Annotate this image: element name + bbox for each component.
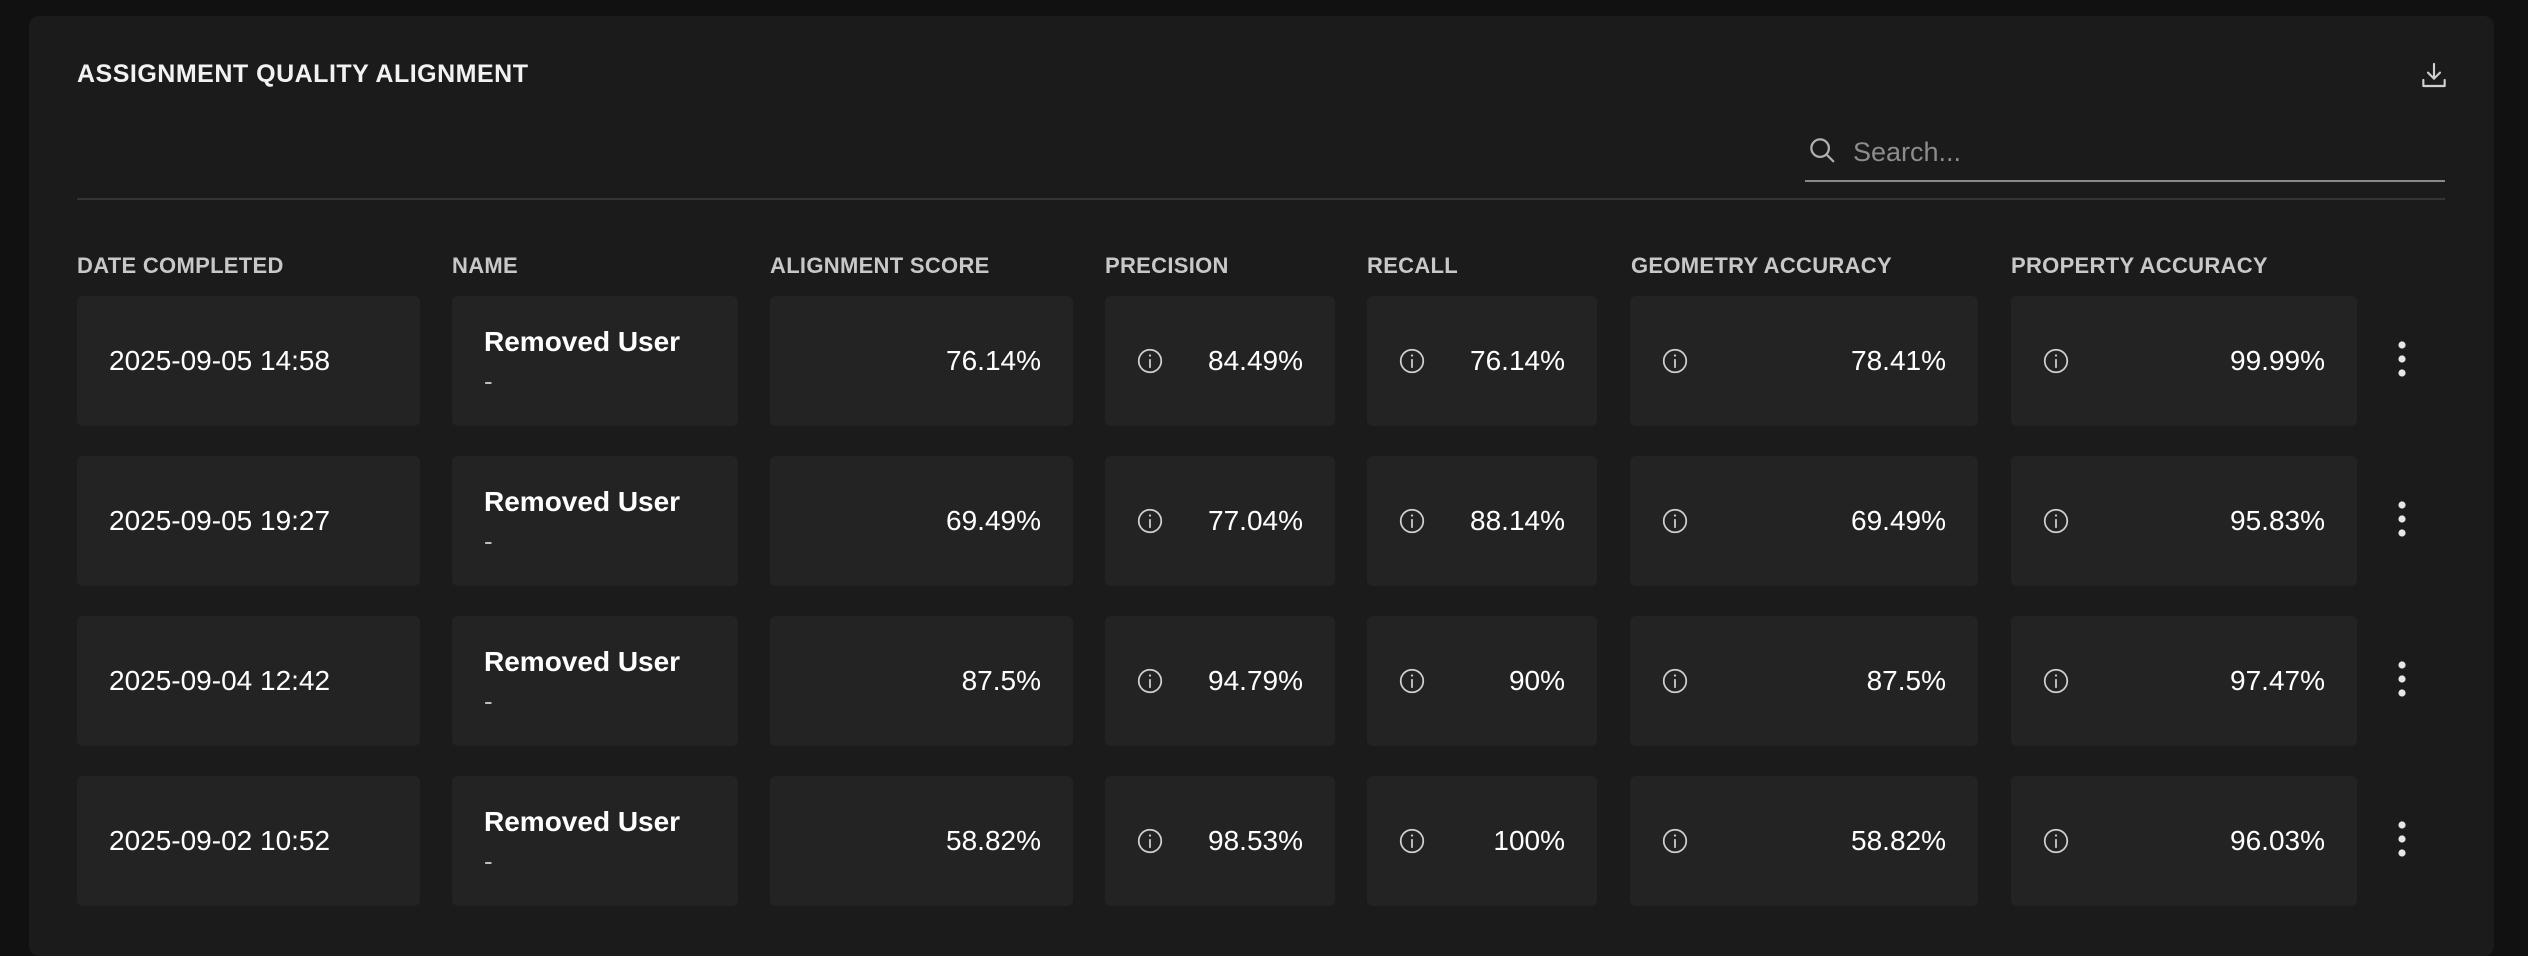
property-accuracy-cell: 97.47% [2011,616,2357,746]
recall-cell: 100% [1367,776,1597,906]
column-header-name[interactable]: NAME [452,253,518,278]
alignment-score-cell: 58.82% [770,776,1073,906]
info-icon[interactable] [1397,506,1427,536]
info-icon[interactable] [1397,826,1427,856]
property-accuracy-value: 96.03% [2230,825,2325,856]
recall-value: 100% [1493,825,1565,856]
info-icon[interactable] [1660,666,1690,696]
download-icon [2418,60,2450,97]
precision-value: 94.79% [1208,665,1303,696]
name-cell: Removed User - [452,776,738,906]
table-row[interactable]: 2025-09-05 14:58 Removed User - 76.14% 8… [77,296,2477,426]
row-menu-button[interactable] [2382,492,2422,550]
download-button[interactable] [2416,60,2452,96]
name-cell: Removed User - [452,296,738,426]
recall-value: 90% [1508,665,1565,696]
recall-value: 76.14% [1470,345,1565,376]
property-accuracy-value: 97.47% [2230,665,2325,696]
column-header-property-accuracy[interactable]: PROPERTY ACCURACY [2011,253,2268,278]
property-accuracy-value: 95.83% [2230,505,2325,536]
table-row[interactable]: 2025-09-05 19:27 Removed User - 69.49% 7… [77,456,2477,586]
column-header-geometry-accuracy[interactable]: GEOMETRY ACCURACY [1631,253,1892,278]
date-cell: 2025-09-05 14:58 [77,296,420,426]
column-header-alignment-score[interactable]: ALIGNMENT SCORE [770,253,990,278]
geometry-accuracy-value: 78.41% [1851,345,1946,376]
name-cell: Removed User - [452,456,738,586]
precision-value: 98.53% [1208,825,1303,856]
precision-cell: 84.49% [1105,296,1335,426]
info-icon[interactable] [2041,666,2071,696]
property-accuracy-value: 99.99% [2230,345,2325,376]
search-field[interactable] [1805,124,2445,182]
search-input[interactable] [1851,135,2435,169]
info-icon[interactable] [1660,506,1690,536]
quality-alignment-panel: ASSIGNMENT QUALITY ALIGNMENT DATE COMPLE… [29,16,2494,956]
alignment-score-cell: 69.49% [770,456,1073,586]
precision-value: 84.49% [1208,345,1303,376]
user-subtext: - [484,366,493,396]
more-vertical-icon [2397,819,2407,864]
info-icon[interactable] [1135,826,1165,856]
info-icon[interactable] [1135,346,1165,376]
table-row[interactable]: 2025-09-04 12:42 Removed User - 87.5% 94… [77,616,2477,746]
user-name: Removed User [484,486,681,517]
geometry-accuracy-cell: 58.82% [1630,776,1978,906]
alignment-score-value: 69.49% [946,505,1041,536]
alignment-score-cell: 87.5% [770,616,1073,746]
more-vertical-icon [2397,339,2407,384]
info-icon[interactable] [1660,346,1690,376]
more-vertical-icon [2397,499,2407,544]
geometry-accuracy-value: 58.82% [1851,825,1946,856]
recall-cell: 88.14% [1367,456,1597,586]
table-row[interactable]: 2025-09-02 10:52 Removed User - 58.82% 9… [77,776,2477,906]
more-vertical-icon [2397,659,2407,704]
date-cell: 2025-09-02 10:52 [77,776,420,906]
alignment-score-value: 87.5% [961,665,1041,696]
name-cell: Removed User - [452,616,738,746]
recall-cell: 90% [1367,616,1597,746]
column-header-date-completed[interactable]: DATE COMPLETED [77,253,284,278]
info-icon[interactable] [1135,506,1165,536]
property-accuracy-cell: 95.83% [2011,456,2357,586]
property-accuracy-cell: 96.03% [2011,776,2357,906]
info-icon[interactable] [1397,666,1427,696]
date-cell: 2025-09-04 12:42 [77,616,420,746]
geometry-accuracy-cell: 87.5% [1630,616,1978,746]
geometry-accuracy-cell: 78.41% [1630,296,1978,426]
date-cell: 2025-09-05 19:27 [77,456,420,586]
user-name: Removed User [484,326,681,357]
user-subtext: - [484,526,493,556]
precision-cell: 94.79% [1105,616,1335,746]
info-icon[interactable] [1397,346,1427,376]
alignment-score-cell: 76.14% [770,296,1073,426]
header-divider [77,198,2445,200]
alignment-score-value: 58.82% [946,825,1041,856]
row-menu-button[interactable] [2382,812,2422,870]
user-subtext: - [484,846,493,876]
recall-cell: 76.14% [1367,296,1597,426]
row-menu-button[interactable] [2382,652,2422,710]
property-accuracy-cell: 99.99% [2011,296,2357,426]
precision-cell: 98.53% [1105,776,1335,906]
geometry-accuracy-value: 69.49% [1851,505,1946,536]
user-name: Removed User [484,646,681,677]
info-icon[interactable] [1660,826,1690,856]
alignment-score-value: 76.14% [946,345,1041,376]
row-menu-button[interactable] [2382,332,2422,390]
geometry-accuracy-value: 87.5% [1866,665,1946,696]
panel-title: ASSIGNMENT QUALITY ALIGNMENT [77,60,529,88]
user-subtext: - [484,686,493,716]
column-header-precision[interactable]: PRECISION [1105,253,1229,278]
precision-value: 77.04% [1208,505,1303,536]
search-icon [1805,135,1837,170]
column-header-recall[interactable]: RECALL [1367,253,1459,278]
info-icon[interactable] [2041,506,2071,536]
info-icon[interactable] [2041,826,2071,856]
recall-value: 88.14% [1470,505,1565,536]
info-icon[interactable] [1135,666,1165,696]
info-icon[interactable] [2041,346,2071,376]
precision-cell: 77.04% [1105,456,1335,586]
user-name: Removed User [484,806,681,837]
geometry-accuracy-cell: 69.49% [1630,456,1978,586]
